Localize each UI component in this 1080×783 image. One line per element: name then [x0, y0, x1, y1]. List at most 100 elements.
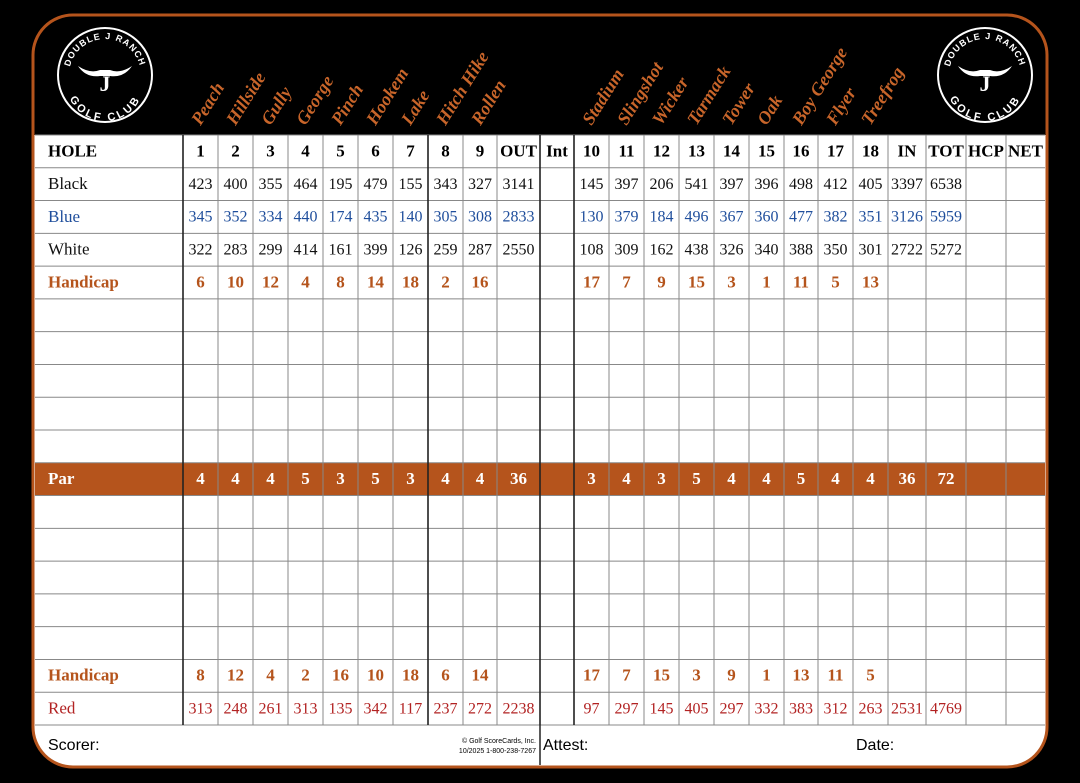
header-cell: 13 [688, 141, 705, 160]
cell: 16 [332, 666, 349, 685]
cell: 9 [727, 666, 736, 685]
longhorn [958, 66, 1012, 77]
cell: 2238 [503, 700, 535, 717]
cell: 351 [859, 209, 883, 226]
cell: 477 [789, 209, 813, 226]
cell: 283 [224, 241, 248, 258]
cell: 8 [336, 272, 345, 291]
cell: 541 [685, 176, 709, 193]
cell: 4 [831, 469, 840, 488]
cell: 12 [227, 666, 244, 685]
header-cell: IN [898, 141, 918, 160]
cell: 4 [301, 272, 310, 291]
cell: 9 [657, 272, 666, 291]
cell: 13 [793, 666, 810, 685]
header-cell: 5 [336, 141, 345, 160]
cell: 2 [441, 272, 450, 291]
cell: 1 [762, 666, 771, 685]
cell: 5959 [930, 209, 962, 226]
cell: 3 [657, 469, 666, 488]
cell: 334 [259, 209, 283, 226]
cell: 435 [364, 209, 388, 226]
header-cell: 7 [406, 141, 415, 160]
cell: 17 [583, 272, 601, 291]
cell: 8 [196, 666, 205, 685]
cell: 379 [615, 209, 639, 226]
cell: 3126 [891, 209, 923, 226]
cell: 412 [824, 176, 848, 193]
cell: 498 [789, 176, 813, 193]
cell: 184 [650, 209, 674, 226]
cell: 4 [476, 469, 485, 488]
cell: 2833 [503, 209, 535, 226]
cell: 259 [434, 241, 458, 258]
cell: 18 [402, 272, 419, 291]
cell: 405 [859, 176, 883, 193]
cell: 382 [824, 209, 848, 226]
cell: 4 [231, 469, 240, 488]
row-label: Red [48, 699, 76, 718]
cell: 360 [755, 209, 779, 226]
cell: 287 [468, 241, 492, 258]
cell: 397 [720, 176, 744, 193]
header-cell: OUT [500, 141, 538, 160]
attest-label: Attest: [543, 737, 588, 754]
cell: 3397 [891, 176, 923, 193]
cell: 126 [399, 241, 423, 258]
header-cell: HCP [968, 141, 1004, 160]
cell: 297 [615, 700, 639, 717]
header-cell: 12 [653, 141, 670, 160]
cell: 3 [406, 469, 415, 488]
cell: 345 [189, 209, 213, 226]
cell: 313 [189, 700, 213, 717]
cell: 423 [189, 176, 213, 193]
cell: 308 [468, 209, 492, 226]
header-cell: 17 [827, 141, 845, 160]
cell: 11 [827, 666, 843, 685]
row-label: Handicap [48, 272, 119, 291]
longhorn [78, 66, 132, 77]
header-cell: 2 [231, 141, 240, 160]
row-label: Blue [48, 207, 80, 226]
cell: 97 [584, 700, 600, 717]
cell: 155 [399, 176, 423, 193]
cell: 440 [294, 209, 318, 226]
cell: 261 [259, 700, 283, 717]
cell: 4 [196, 469, 205, 488]
cell: 16 [472, 272, 489, 291]
cell: 332 [755, 700, 779, 717]
cell: 1 [762, 272, 771, 291]
cell: 383 [789, 700, 813, 717]
cell: 263 [859, 700, 883, 717]
cell: 6 [441, 666, 450, 685]
cell: 343 [434, 176, 458, 193]
header-cell: 1 [196, 141, 205, 160]
cell: 6 [196, 272, 205, 291]
cell: 10 [367, 666, 384, 685]
cell: 7 [622, 272, 631, 291]
cell: 2722 [891, 241, 923, 258]
cell: 174 [329, 209, 353, 226]
cell: 72 [938, 469, 955, 488]
cell: 5272 [930, 241, 962, 258]
cell: 248 [224, 700, 248, 717]
cell: 388 [789, 241, 813, 258]
contact: 10/2025 1-800-238-7267 [459, 748, 536, 755]
cell: 4 [727, 469, 736, 488]
cell: 438 [685, 241, 709, 258]
header-cell: 11 [618, 141, 634, 160]
cell: 496 [685, 209, 709, 226]
header-cell: 4 [301, 141, 310, 160]
cell: 312 [824, 700, 848, 717]
cell: 15 [688, 272, 705, 291]
cell: 367 [720, 209, 744, 226]
cell: 396 [755, 176, 779, 193]
cell: 301 [859, 241, 883, 258]
header-cell: 10 [583, 141, 600, 160]
cell: 464 [294, 176, 318, 193]
cell: 14 [472, 666, 490, 685]
cell: 7 [622, 666, 631, 685]
cell: 4 [622, 469, 631, 488]
cell: 309 [615, 241, 639, 258]
